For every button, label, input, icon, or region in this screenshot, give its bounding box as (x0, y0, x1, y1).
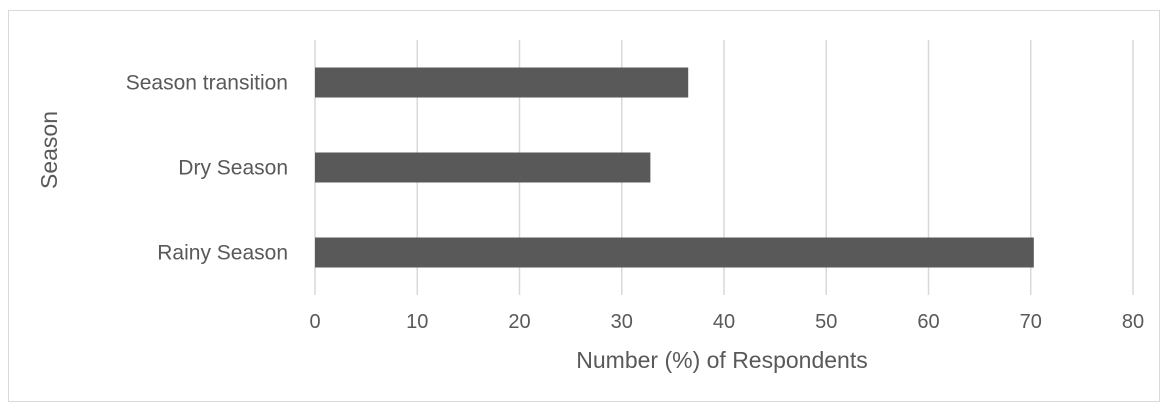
y-axis-title: Season (36, 111, 62, 189)
x-tick-label: 60 (917, 311, 939, 333)
y-category-label: Dry Season (178, 157, 288, 180)
x-tick-label: 30 (611, 311, 633, 333)
x-axis-title: Number (%) of Respondents (576, 347, 867, 373)
x-tick-label: 20 (508, 311, 530, 333)
x-tick-label: 80 (1122, 311, 1144, 333)
y-category-label: Season transition (126, 72, 288, 95)
bar-rainy-season (315, 237, 1034, 268)
bars (315, 67, 1034, 268)
x-tick-label: 10 (406, 311, 428, 333)
y-category-labels: Season transition Dry Season Rainy Season (126, 72, 288, 265)
bar-season-transition (315, 67, 689, 98)
bar-dry-season (315, 152, 651, 183)
x-tick-labels: 0 10 20 30 40 50 60 70 80 (309, 311, 1144, 333)
y-category-label: Rainy Season (157, 242, 288, 265)
x-tick-label: 50 (815, 311, 837, 333)
x-tick-label: 0 (309, 311, 320, 333)
x-tick-label: 70 (1020, 311, 1042, 333)
x-tick-label: 40 (713, 311, 735, 333)
